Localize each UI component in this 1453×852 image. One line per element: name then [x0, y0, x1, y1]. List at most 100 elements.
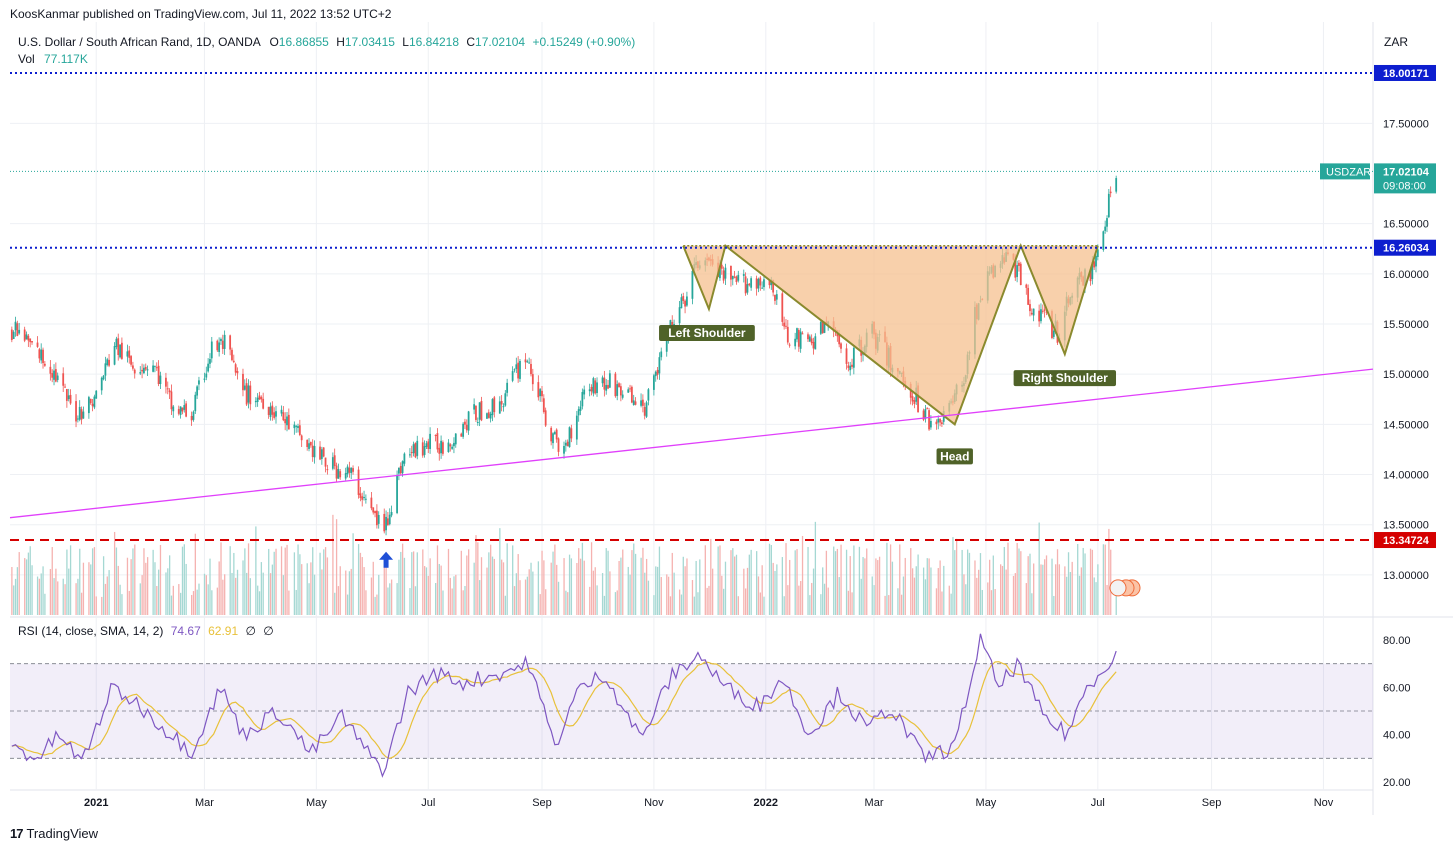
candle-body	[539, 389, 542, 397]
volume-bar	[429, 558, 431, 615]
volume-bar	[13, 585, 15, 615]
level-price-tag	[1374, 239, 1436, 256]
candle-body	[851, 364, 853, 367]
volume-bar	[981, 589, 983, 615]
volume-bar	[80, 592, 83, 615]
candle-body	[267, 406, 270, 415]
volume-bar	[697, 592, 699, 615]
volume-bar	[477, 542, 479, 615]
volume-bar	[57, 581, 59, 615]
candle-body	[363, 497, 365, 499]
candle-body	[115, 338, 118, 348]
volume-bar	[922, 567, 925, 615]
candle-body	[528, 362, 531, 364]
volume-bar	[401, 543, 404, 615]
candle-body	[286, 416, 288, 426]
candle-body	[552, 433, 554, 444]
low-label: L	[402, 35, 409, 49]
volume-bar	[141, 575, 143, 615]
candle-body	[42, 349, 44, 364]
candle-body	[282, 412, 285, 421]
volume-bar	[1091, 549, 1094, 615]
volume-bar	[910, 548, 912, 615]
candle-body	[177, 409, 180, 414]
candle-body	[755, 278, 758, 289]
volume-bar	[757, 576, 760, 615]
volume-bar	[310, 562, 312, 615]
volume-bar	[570, 558, 573, 615]
volume-bar	[977, 569, 980, 615]
volume-bar	[106, 576, 108, 615]
volume-bar	[924, 579, 927, 615]
volume-bar	[811, 582, 813, 615]
volume-bar	[539, 594, 541, 615]
volume-bar	[348, 571, 351, 615]
volume-bar	[396, 583, 398, 615]
volume-bar	[1067, 552, 1070, 615]
volume-bar	[480, 557, 483, 615]
volume-bar	[825, 550, 828, 615]
volume-bar	[926, 558, 928, 615]
volume-bar	[987, 582, 989, 615]
volume-bar	[93, 547, 96, 615]
volume-bar	[40, 573, 42, 615]
volume-bar	[1110, 549, 1112, 615]
volume-bar	[425, 567, 428, 615]
candle-body	[91, 403, 94, 407]
volume-bar	[258, 591, 261, 615]
volume-bar	[383, 566, 385, 615]
volume-bar	[422, 549, 424, 615]
volume-bar	[622, 549, 624, 615]
volume-bar	[390, 579, 393, 615]
volume-bar	[1029, 553, 1031, 615]
candle-body	[781, 293, 784, 322]
candle-body	[10, 329, 13, 341]
publish-info: KoosKanmar published on TradingView.com,…	[10, 7, 392, 21]
volume-bar	[139, 583, 141, 615]
volume-bar	[886, 542, 888, 615]
volume-bar	[229, 546, 231, 615]
volume-bar	[864, 558, 866, 615]
candle-body	[641, 399, 644, 406]
candle-body	[106, 359, 109, 366]
high-value: 17.03415	[344, 35, 395, 49]
volume-bar	[165, 572, 167, 615]
volume-bar	[220, 542, 222, 615]
footer-brand[interactable]: 17 TradingView	[10, 826, 98, 841]
candle-body	[309, 442, 312, 446]
volume-bar	[719, 545, 721, 615]
volume-bar	[691, 580, 694, 615]
candle-body	[785, 325, 787, 327]
candle-body	[746, 284, 749, 293]
candle-body	[203, 378, 206, 380]
volume-bar	[528, 569, 530, 615]
candle-body	[660, 351, 663, 358]
volume-bar	[787, 585, 789, 615]
candle-body	[730, 265, 732, 280]
price-tick-label: 13.50000	[1383, 520, 1429, 532]
volume-bar	[877, 560, 879, 615]
candle-body	[748, 283, 751, 286]
volume-bar	[376, 594, 378, 615]
volume-value: 77.117K	[44, 52, 88, 66]
arrow-up-icon	[379, 551, 394, 568]
volume-bar	[669, 596, 672, 615]
volume-bar	[249, 578, 252, 615]
candle-body	[295, 425, 298, 427]
candle-body	[293, 424, 296, 429]
candle-body	[823, 322, 826, 333]
volume-bar	[282, 575, 285, 615]
volume-bar	[1045, 555, 1048, 615]
volume-bar	[656, 566, 659, 615]
candle-body	[810, 338, 813, 344]
candle-body	[449, 444, 452, 447]
candle-body	[152, 365, 154, 372]
candle-body	[322, 447, 325, 457]
pattern-label: Head	[940, 449, 969, 463]
volume-bar	[337, 586, 340, 615]
volume-bar	[590, 542, 593, 615]
volume-bar	[730, 550, 732, 615]
volume-bar	[943, 565, 945, 615]
volume-bar	[130, 559, 132, 615]
